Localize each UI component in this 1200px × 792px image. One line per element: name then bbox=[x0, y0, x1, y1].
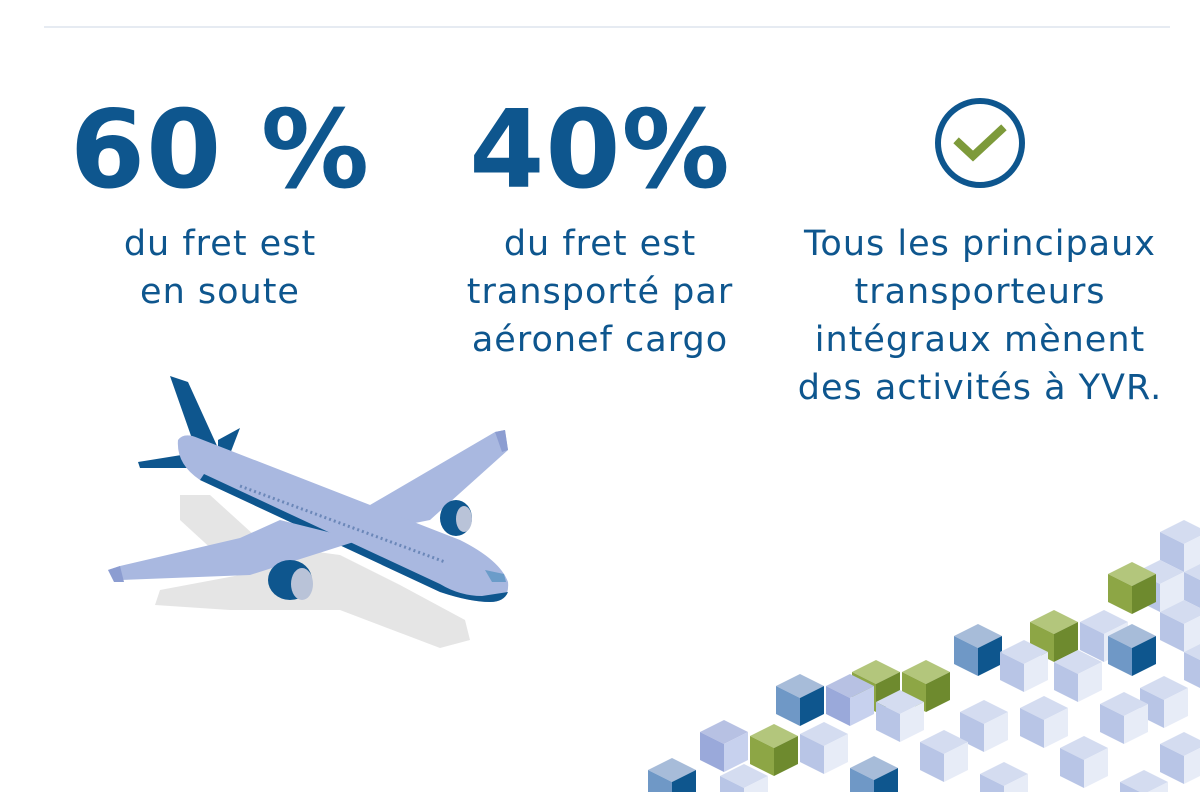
stat-belly-freight: 60 % du fret est en soute bbox=[30, 92, 410, 316]
stat-value: 60 % bbox=[69, 88, 371, 213]
stat-line: transporté par bbox=[466, 272, 734, 312]
stat-line: du fret est bbox=[503, 224, 697, 264]
stat-cargo-aircraft: 40% du fret est transporté par aéronef c… bbox=[410, 92, 790, 364]
stat-description: Tous les principaux transporteurs intégr… bbox=[790, 220, 1170, 412]
stat-line: Tous les principaux bbox=[803, 224, 1157, 264]
check-circle-icon bbox=[790, 92, 1170, 210]
stat-line: du fret est bbox=[123, 224, 317, 264]
stat-description: du fret est transporté par aéronef cargo bbox=[410, 220, 790, 364]
stat-description: du fret est en soute bbox=[30, 220, 410, 316]
airplane-icon bbox=[108, 376, 509, 648]
stat-line: aéronef cargo bbox=[471, 320, 729, 360]
stat-line: transporteurs bbox=[854, 272, 1106, 312]
stat-line: en soute bbox=[140, 272, 300, 312]
cargo-boxes-icon bbox=[648, 520, 1200, 792]
stat-value: 40% bbox=[469, 88, 731, 213]
top-divider bbox=[44, 26, 1170, 28]
stat-integrators: Tous les principaux transporteurs intégr… bbox=[790, 92, 1170, 412]
stat-line: des activités à YVR. bbox=[797, 368, 1163, 408]
stat-line: intégraux mènent bbox=[814, 320, 1146, 360]
